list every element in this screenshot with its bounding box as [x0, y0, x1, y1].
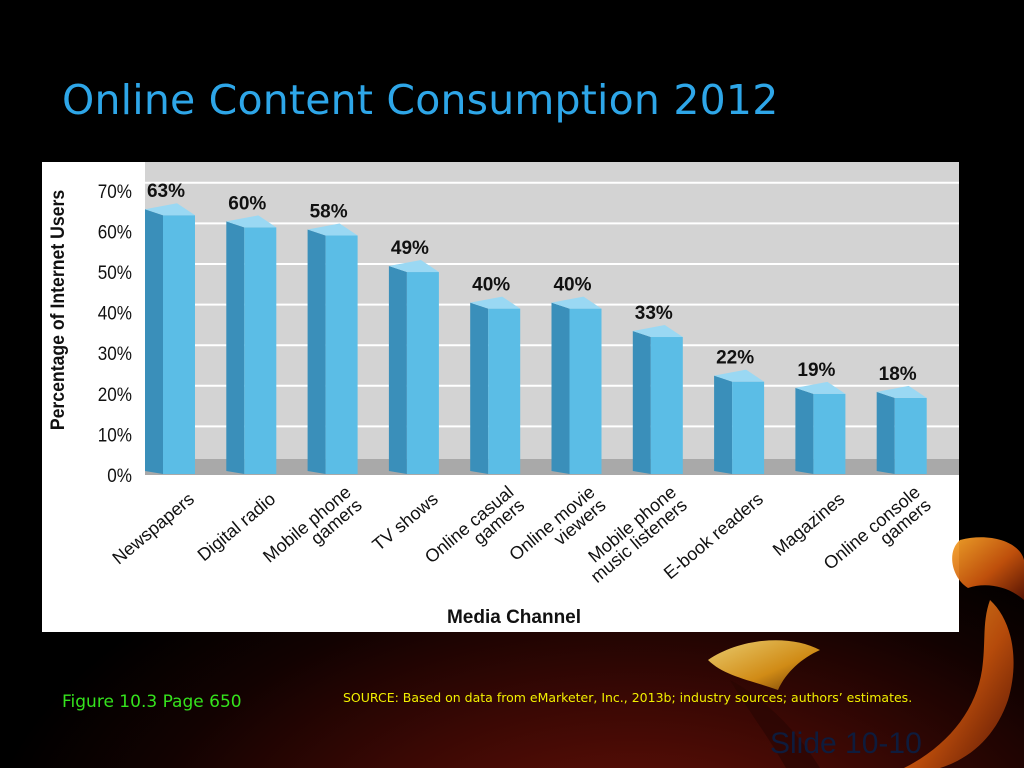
bar: [226, 215, 277, 474]
y-tick-label: 50%: [98, 262, 132, 283]
bar: [795, 381, 846, 474]
bar: [307, 223, 358, 474]
decorative-swirl-graphic: [708, 537, 1024, 768]
bar-top: [876, 385, 927, 398]
bar-front: [163, 215, 195, 474]
bar-side: [388, 266, 407, 474]
value-labels: 63% 60% 58% 49% 40% 40% 33% 22% 19% 18%: [147, 181, 917, 385]
bar-front: [732, 381, 765, 474]
value-label: 60%: [228, 193, 266, 214]
value-label: 58%: [310, 202, 348, 223]
x-tick-label: Mobile phonegamers: [259, 482, 366, 580]
bar-front: [488, 308, 521, 474]
x-tick-label-line: Newspapers: [108, 489, 197, 569]
bar-front: [325, 235, 358, 474]
value-label: 40%: [553, 275, 591, 296]
bar-chart: 0% 10% 20% 30% 40% 50% 60% 70% 63% 60% 58% 49% 40% 4…: [42, 162, 959, 632]
x-tick-label: Newspapers: [108, 489, 197, 569]
bar: [632, 325, 683, 474]
chart-canvas: 0% 10% 20% 30% 40% 50% 60% 70% 63% 60% 58% 49% 40% 4…: [46, 162, 959, 628]
bar-top: [307, 223, 358, 236]
y-axis-ticks: 0% 10% 20% 30% 40% 50% 60% 70%: [98, 181, 132, 486]
bar: [714, 369, 765, 474]
y-tick-label: 20%: [98, 384, 132, 405]
value-label: 22%: [716, 348, 754, 369]
bar-side: [876, 391, 895, 474]
bar-side: [470, 302, 489, 474]
bar: [145, 203, 195, 474]
bars: [145, 203, 927, 474]
value-label: 40%: [472, 275, 510, 296]
y-tick-label: 10%: [98, 425, 132, 446]
bar: [470, 296, 521, 474]
figure-reference: Figure 10.3 Page 650: [62, 692, 242, 712]
slide-title: Online Content Consumption 2012: [62, 76, 779, 124]
y-axis-title: Percentage of Internet Users: [46, 190, 68, 430]
bar-front: [244, 227, 277, 474]
bar-top: [551, 296, 602, 309]
y-tick-label: 30%: [98, 343, 132, 364]
value-label: 49%: [391, 238, 429, 259]
bar: [876, 385, 927, 474]
y-tick-label: 70%: [98, 181, 132, 202]
bar-side: [632, 331, 651, 474]
bar-top: [795, 381, 846, 394]
source-note: SOURCE: Based on data from eMarketer, In…: [343, 690, 913, 705]
bar-front: [406, 272, 439, 474]
y-tick-label: 0%: [107, 465, 132, 486]
y-tick-label: 40%: [98, 303, 132, 324]
bar-side: [145, 209, 163, 474]
bar: [388, 260, 439, 474]
value-label: 18%: [879, 364, 917, 385]
bar-side: [714, 375, 733, 474]
bar-top: [470, 296, 521, 309]
x-tick-label: Online casualgamers: [421, 482, 528, 580]
bar: [551, 296, 602, 474]
bar-top: [714, 369, 765, 382]
x-axis-title: Media Channel: [447, 607, 581, 628]
bar-top: [145, 203, 195, 216]
bar-side: [551, 302, 570, 474]
bar-front: [569, 308, 602, 474]
bar-front: [650, 337, 683, 474]
bar-top: [226, 215, 277, 228]
slide-number: Slide 10-10: [770, 727, 922, 760]
y-tick-label: 60%: [98, 222, 132, 243]
bar-side: [795, 387, 814, 474]
bar-front: [813, 393, 846, 474]
bar-side: [226, 221, 245, 474]
bar-side: [307, 229, 326, 474]
bar-top: [632, 325, 683, 338]
value-label: 63%: [147, 181, 185, 202]
value-label: 19%: [797, 360, 835, 381]
bar-front: [894, 397, 927, 474]
bar-top: [388, 260, 439, 273]
value-label: 33%: [635, 303, 673, 324]
